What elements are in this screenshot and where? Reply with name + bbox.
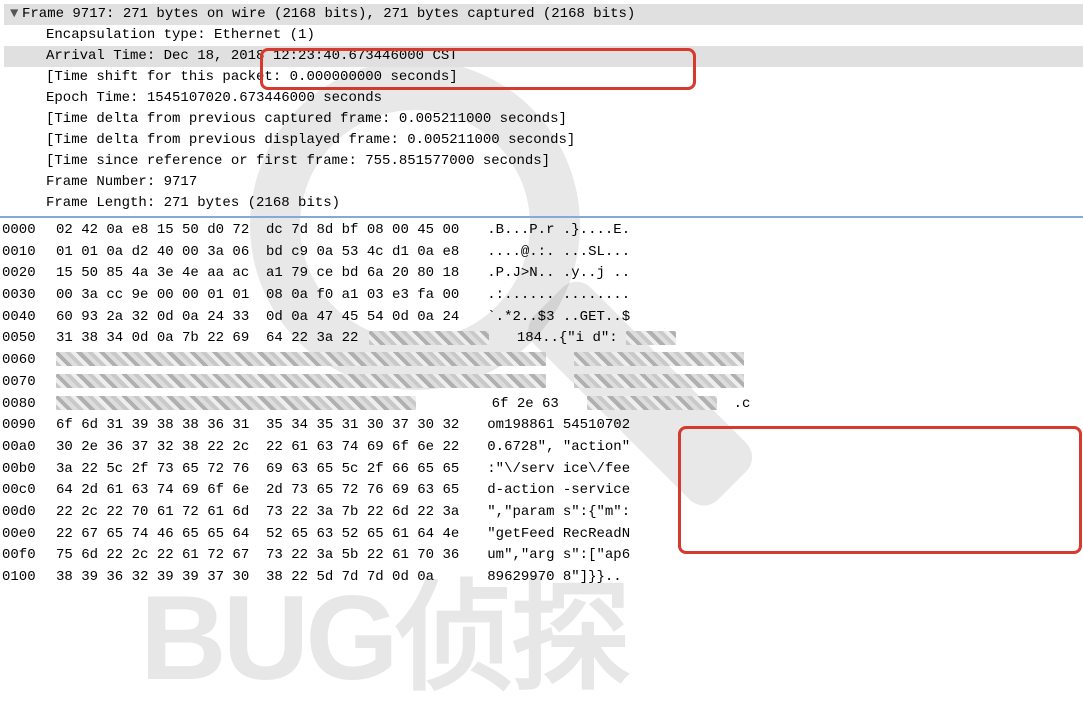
hex-offset: 00f0 — [2, 545, 56, 567]
hex-ascii: `.*2..$3 ..GET..$ — [487, 307, 630, 329]
hex-row[interactable]: 003000 3a cc 9e 00 00 01 01 08 0a f0 a1 … — [2, 285, 1083, 307]
hex-row[interactable]: 000002 42 0a e8 15 50 d0 72 dc 7d 8d bf … — [2, 220, 1083, 242]
hex-ascii: ....@.:. ...SL... — [487, 242, 630, 264]
hex-row[interactable]: 005031 38 34 0d 0a 7b 22 69 64 22 3a 22 … — [2, 328, 1083, 350]
hex-bytes: 02 42 0a e8 15 50 d0 72 dc 7d 8d bf 08 0… — [56, 220, 459, 242]
hex-bytes: 75 6d 22 2c 22 61 72 67 73 22 3a 5b 22 6… — [56, 545, 459, 567]
hex-bytes: 38 39 36 32 39 39 37 30 38 22 5d 7d 7d 0… — [56, 567, 459, 589]
hex-ascii: 0.6728", "action" — [487, 437, 630, 459]
hex-offset: 0090 — [2, 415, 56, 437]
hex-row[interactable]: 00e022 67 65 74 46 65 65 64 52 65 63 52 … — [2, 524, 1083, 546]
hex-ascii: .P.J>N.. .y..j .. — [487, 263, 630, 285]
frame-length-text: Frame Length: 271 bytes (2168 bits) — [46, 195, 340, 211]
hex-ascii: .:...... ........ — [487, 285, 630, 307]
hex-offset: 0020 — [2, 263, 56, 285]
epoch-line[interactable]: Epoch Time: 1545107020.673446000 seconds — [4, 88, 1083, 109]
delta-cap-text: [Time delta from previous captured frame… — [46, 111, 567, 127]
hex-offset: 0060 — [2, 350, 56, 372]
timeshift-line[interactable]: [Time shift for this packet: 0.000000000… — [4, 67, 1083, 88]
hex-ascii: "getFeed RecReadN — [487, 524, 630, 546]
pixelated-region — [56, 396, 416, 410]
hex-ascii: :"\/serv ice\/fee — [487, 459, 630, 481]
hex-offset: 0070 — [2, 372, 56, 394]
hex-offset: 0100 — [2, 567, 56, 589]
pixelated-region — [626, 331, 676, 345]
hex-offset: 0000 — [2, 220, 56, 242]
hex-ascii: .c — [587, 394, 751, 416]
frame-header-line[interactable]: ▼Frame 9717: 271 bytes on wire (2168 bit… — [4, 4, 1083, 25]
pixelated-region — [587, 396, 717, 410]
pixelated-region — [574, 352, 744, 366]
hex-row[interactable]: 010038 39 36 32 39 39 37 30 38 22 5d 7d … — [2, 567, 1083, 589]
hex-row[interactable]: 00f075 6d 22 2c 22 61 72 67 73 22 3a 5b … — [2, 545, 1083, 567]
since-ref-line[interactable]: [Time since reference or first frame: 75… — [4, 151, 1083, 172]
hex-ascii: 184..{"i d": — [517, 328, 676, 350]
hex-offset: 00a0 — [2, 437, 56, 459]
hex-ascii: ","param s":{"m": — [487, 502, 630, 524]
hex-ascii — [574, 372, 744, 394]
arrival-line[interactable]: Arrival Time: Dec 18, 2018 12:23:40.6734… — [4, 46, 1083, 67]
hex-bytes: 60 93 2a 32 0d 0a 24 33 0d 0a 47 45 54 0… — [56, 307, 459, 329]
hex-offset: 00b0 — [2, 459, 56, 481]
hex-row[interactable]: 00b03a 22 5c 2f 73 65 72 76 69 63 65 5c … — [2, 459, 1083, 481]
hex-bytes: 64 2d 61 63 74 69 6f 6e 2d 73 65 72 76 6… — [56, 480, 459, 502]
epoch-text: Epoch Time: 1545107020.673446000 seconds — [46, 90, 382, 106]
frame-length-line[interactable]: Frame Length: 271 bytes (2168 bits) — [4, 193, 1083, 214]
hex-row[interactable]: 002015 50 85 4a 3e 4e aa ac a1 79 ce bd … — [2, 263, 1083, 285]
hex-row[interactable]: 00d022 2c 22 70 61 72 61 6d 73 22 3a 7b … — [2, 502, 1083, 524]
hex-bytes: 00 3a cc 9e 00 00 01 01 08 0a f0 a1 03 e… — [56, 285, 459, 307]
arrival-text: Arrival Time: Dec 18, 2018 12:23:40.6734… — [46, 48, 458, 64]
hex-row[interactable]: 0060 — [2, 350, 1083, 372]
pixelated-region — [56, 352, 546, 366]
hex-dump-pane: 000002 42 0a e8 15 50 d0 72 dc 7d 8d bf … — [0, 216, 1083, 589]
pixelated-region — [574, 374, 744, 388]
hex-ascii: d-action -service — [487, 480, 630, 502]
hex-offset: 00c0 — [2, 480, 56, 502]
timeshift-text: [Time shift for this packet: 0.000000000… — [46, 69, 458, 85]
expand-tri-icon[interactable]: ▼ — [10, 4, 22, 25]
hex-bytes: 30 2e 36 37 32 38 22 2c 22 61 63 74 69 6… — [56, 437, 459, 459]
hex-offset: 00d0 — [2, 502, 56, 524]
hex-ascii: om198861 54510702 — [487, 415, 630, 437]
frame-number-line[interactable]: Frame Number: 9717 — [4, 172, 1083, 193]
pixelated-region — [56, 374, 546, 388]
hex-offset: 00e0 — [2, 524, 56, 546]
hex-bytes — [56, 350, 546, 372]
hex-bytes: 6f 2e 63 — [56, 394, 559, 416]
hex-ascii: 89629970 8"]}}.. — [487, 567, 621, 589]
hex-ascii: um","arg s":["ap6 — [487, 545, 630, 567]
hex-row[interactable]: 004060 93 2a 32 0d 0a 24 33 0d 0a 47 45 … — [2, 307, 1083, 329]
since-ref-text: [Time since reference or first frame: 75… — [46, 153, 550, 169]
hex-row[interactable]: 00906f 6d 31 39 38 38 36 31 35 34 35 31 … — [2, 415, 1083, 437]
packet-details-pane: ▼Frame 9717: 271 bytes on wire (2168 bit… — [0, 0, 1083, 214]
hex-bytes: 3a 22 5c 2f 73 65 72 76 69 63 65 5c 2f 6… — [56, 459, 459, 481]
hex-offset: 0010 — [2, 242, 56, 264]
encap-text: Encapsulation type: Ethernet (1) — [46, 27, 315, 43]
hex-row[interactable]: 0070 — [2, 372, 1083, 394]
hex-ascii: .B...P.r .}....E. — [487, 220, 630, 242]
pixelated-region — [369, 331, 489, 345]
hex-bytes: 6f 6d 31 39 38 38 36 31 35 34 35 31 30 3… — [56, 415, 459, 437]
hex-row[interactable]: 001001 01 0a d2 40 00 3a 06 bd c9 0a 53 … — [2, 242, 1083, 264]
hex-offset: 0050 — [2, 328, 56, 350]
delta-disp-text: [Time delta from previous displayed fram… — [46, 132, 575, 148]
delta-cap-line[interactable]: [Time delta from previous captured frame… — [4, 109, 1083, 130]
hex-offset: 0040 — [2, 307, 56, 329]
encap-line[interactable]: Encapsulation type: Ethernet (1) — [4, 25, 1083, 46]
hex-bytes: 15 50 85 4a 3e 4e aa ac a1 79 ce bd 6a 2… — [56, 263, 459, 285]
frame-header-text: Frame 9717: 271 bytes on wire (2168 bits… — [22, 6, 635, 22]
hex-ascii — [574, 350, 744, 372]
hex-row[interactable]: 00c064 2d 61 63 74 69 6f 6e 2d 73 65 72 … — [2, 480, 1083, 502]
hex-bytes: 22 2c 22 70 61 72 61 6d 73 22 3a 7b 22 6… — [56, 502, 459, 524]
delta-disp-line[interactable]: [Time delta from previous displayed fram… — [4, 130, 1083, 151]
hex-offset: 0030 — [2, 285, 56, 307]
hex-offset: 0080 — [2, 394, 56, 416]
hex-bytes: 22 67 65 74 46 65 65 64 52 65 63 52 65 6… — [56, 524, 459, 546]
hex-row[interactable]: 0080 6f 2e 63 .c — [2, 394, 1083, 416]
hex-bytes — [56, 372, 546, 394]
hex-bytes: 31 38 34 0d 0a 7b 22 69 64 22 3a 22 — [56, 328, 489, 350]
hex-row[interactable]: 00a030 2e 36 37 32 38 22 2c 22 61 63 74 … — [2, 437, 1083, 459]
frame-number-text: Frame Number: 9717 — [46, 174, 197, 190]
hex-bytes: 01 01 0a d2 40 00 3a 06 bd c9 0a 53 4c d… — [56, 242, 459, 264]
